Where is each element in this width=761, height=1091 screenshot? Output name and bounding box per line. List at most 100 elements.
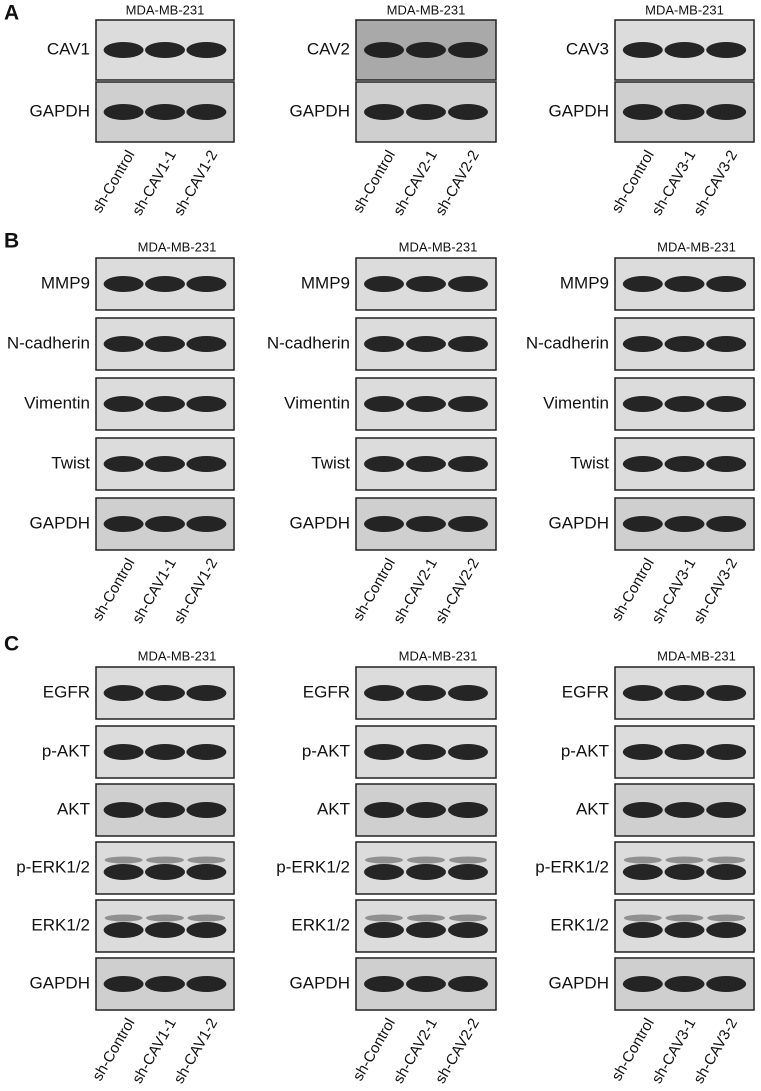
row-label: p-AKT	[561, 741, 609, 760]
cell-line: MDA-MB-231	[387, 2, 466, 17]
band	[103, 516, 144, 532]
band	[706, 922, 747, 938]
band	[364, 276, 404, 292]
band	[186, 104, 227, 120]
band	[187, 914, 226, 922]
band	[449, 856, 487, 864]
row-label: AKT	[576, 799, 609, 818]
row-label: Vimentin	[24, 393, 90, 412]
band	[622, 336, 663, 352]
band	[622, 685, 663, 701]
band	[186, 396, 227, 412]
cell-line: MDA-MB-231	[138, 239, 217, 254]
band	[623, 914, 662, 922]
band	[406, 685, 446, 701]
band	[448, 396, 488, 412]
band	[145, 456, 185, 472]
row-label: GAPDH	[30, 513, 90, 532]
band	[664, 276, 705, 292]
row-label: MMP9	[301, 273, 350, 292]
band	[364, 976, 404, 992]
band	[448, 516, 488, 532]
band	[406, 976, 446, 992]
band	[665, 914, 704, 922]
band	[103, 396, 144, 412]
band	[103, 802, 144, 818]
band	[406, 42, 446, 58]
band	[103, 685, 144, 701]
lane-label: sh-CAV2-2	[432, 555, 483, 626]
row-label: EGFR	[303, 682, 350, 701]
band	[706, 976, 747, 992]
band	[448, 456, 488, 472]
row-label: p-AKT	[42, 741, 90, 760]
band	[706, 685, 747, 701]
band	[706, 864, 747, 880]
band	[622, 802, 663, 818]
band	[448, 104, 488, 120]
band	[186, 456, 227, 472]
band	[706, 802, 747, 818]
band	[622, 276, 663, 292]
band	[364, 802, 404, 818]
band	[448, 922, 488, 938]
panel-label: A	[4, 2, 19, 25]
band	[145, 336, 185, 352]
row-label: GAPDH	[549, 973, 609, 992]
band	[706, 516, 747, 532]
band	[706, 276, 747, 292]
row-label: ERK1/2	[31, 915, 90, 934]
row-label: ERK1/2	[550, 915, 609, 934]
band	[448, 864, 488, 880]
band	[406, 516, 446, 532]
row-label: Twist	[570, 453, 609, 472]
band	[145, 396, 185, 412]
band	[664, 744, 705, 760]
row-label: MMP9	[560, 273, 609, 292]
row-label: GAPDH	[290, 101, 350, 120]
band	[186, 516, 227, 532]
band	[145, 42, 185, 58]
row-label: GAPDH	[290, 513, 350, 532]
panel-label: C	[4, 633, 19, 656]
band	[664, 104, 705, 120]
band	[406, 864, 446, 880]
band	[145, 976, 185, 992]
band	[145, 802, 185, 818]
band	[364, 685, 404, 701]
band	[664, 396, 705, 412]
row-label: GAPDH	[549, 513, 609, 532]
band	[364, 104, 404, 120]
band	[364, 516, 404, 532]
band	[146, 856, 184, 864]
band	[365, 914, 403, 922]
band	[623, 856, 662, 864]
row-label: EGFR	[562, 682, 609, 701]
row-label: p-ERK1/2	[535, 857, 609, 876]
band	[103, 42, 144, 58]
band	[706, 104, 747, 120]
cell-line: MDA-MB-231	[399, 239, 478, 254]
band	[364, 456, 404, 472]
band	[145, 276, 185, 292]
band	[186, 976, 227, 992]
row-label: Twist	[311, 453, 350, 472]
band	[103, 276, 144, 292]
panel-label: B	[4, 230, 19, 253]
band	[103, 922, 144, 938]
band	[622, 104, 663, 120]
band	[448, 42, 488, 58]
band	[706, 396, 747, 412]
band	[448, 276, 488, 292]
band	[406, 802, 446, 818]
band	[448, 744, 488, 760]
cell-line: MDA-MB-231	[138, 648, 217, 663]
row-label: CAV2	[307, 39, 350, 58]
band	[664, 336, 705, 352]
row-label: N-cadherin	[7, 333, 90, 352]
band	[448, 685, 488, 701]
band	[622, 396, 663, 412]
band	[406, 276, 446, 292]
band	[145, 685, 185, 701]
band	[707, 856, 746, 864]
